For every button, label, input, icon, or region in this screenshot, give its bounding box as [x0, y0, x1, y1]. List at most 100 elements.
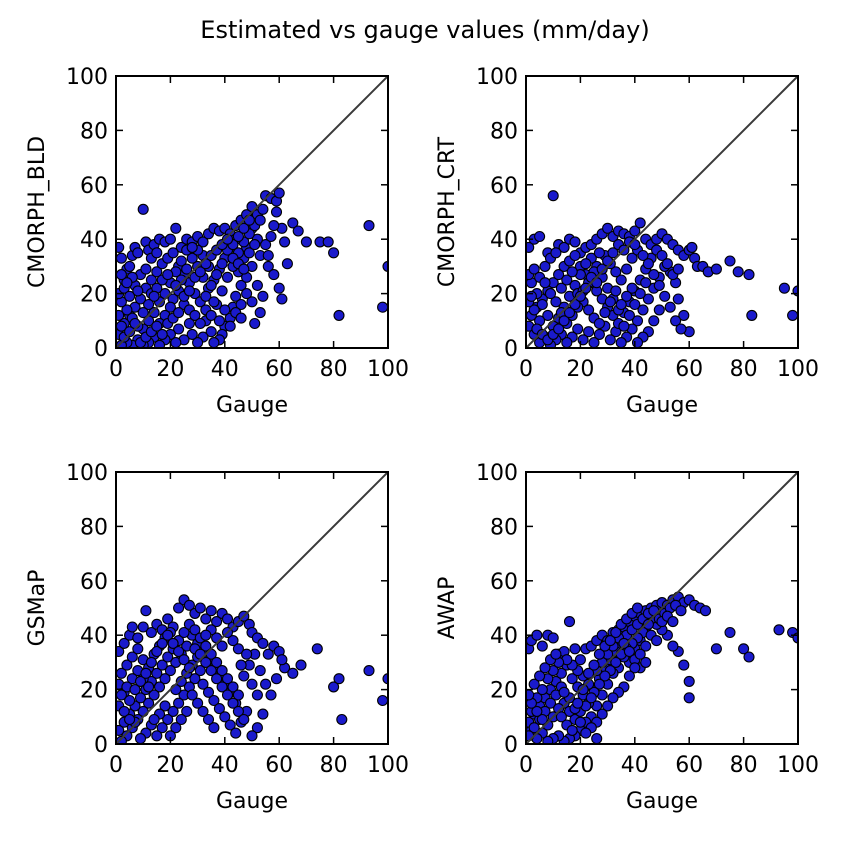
data-point — [686, 241, 698, 253]
data-point — [173, 323, 185, 335]
data-point — [328, 247, 340, 259]
data-point — [336, 713, 348, 726]
data-point — [257, 290, 269, 302]
data-point — [580, 727, 592, 739]
data-point — [132, 247, 144, 259]
y-tick-label: 0 — [94, 733, 108, 758]
data-point — [159, 700, 171, 712]
data-point — [670, 315, 682, 327]
data-point — [145, 626, 157, 639]
data-point — [230, 727, 242, 739]
data-point — [659, 290, 671, 302]
data-point — [648, 315, 660, 327]
data-point — [276, 293, 288, 305]
data-point — [249, 317, 261, 330]
data-point — [672, 293, 684, 305]
y-tick-label: 40 — [490, 624, 518, 649]
y-tick-label: 60 — [490, 570, 518, 595]
data-point — [544, 288, 557, 300]
data-point — [194, 602, 206, 614]
data-point — [629, 239, 641, 251]
data-point — [602, 222, 614, 234]
data-point — [124, 290, 136, 302]
data-point — [183, 317, 195, 330]
data-point — [124, 326, 136, 338]
data-point — [534, 670, 546, 682]
data-point — [246, 730, 258, 742]
data-point — [178, 654, 190, 666]
y-tick-label: 20 — [80, 283, 108, 308]
data-point — [610, 266, 622, 278]
data-point — [148, 290, 160, 302]
data-point — [377, 694, 388, 707]
data-point — [588, 659, 600, 671]
data-point — [528, 678, 540, 690]
data-point — [221, 689, 234, 701]
data-point — [235, 279, 247, 291]
data-point — [566, 266, 578, 278]
figure-title: Estimated vs gauge values (mm/day) — [200, 16, 649, 44]
data-point — [205, 665, 217, 677]
x-tick-label: 80 — [320, 753, 348, 778]
y-tick-label: 40 — [80, 228, 108, 253]
data-point — [159, 673, 171, 685]
data-point — [227, 681, 239, 693]
data-point — [555, 711, 567, 723]
x-tick-label: 40 — [211, 357, 239, 382]
x-tick-label: 40 — [621, 357, 649, 382]
data-point — [116, 309, 125, 321]
data-point — [634, 217, 646, 229]
data-point — [602, 700, 614, 712]
data-point — [257, 203, 269, 215]
data-point — [181, 263, 193, 275]
data-point — [232, 643, 244, 655]
data-point — [254, 665, 266, 677]
data-point — [238, 713, 250, 726]
data-point — [583, 326, 595, 338]
data-point — [170, 722, 182, 734]
data-point — [746, 309, 758, 321]
data-point — [156, 659, 168, 671]
data-point — [265, 230, 277, 243]
data-point — [241, 648, 253, 660]
data-point — [558, 241, 570, 253]
data-point — [153, 681, 166, 693]
data-point — [116, 252, 127, 264]
data-point — [544, 697, 557, 709]
y-tick-label: 0 — [94, 337, 108, 362]
reference-line-1to1 — [525, 75, 799, 349]
data-point — [175, 255, 187, 267]
data-point — [148, 307, 160, 319]
data-point — [132, 285, 144, 297]
data-point — [137, 203, 149, 215]
x-axis-label: Gauge — [216, 393, 288, 418]
data-point — [637, 249, 649, 262]
data-point — [640, 277, 652, 289]
data-point — [629, 298, 641, 311]
data-point — [213, 315, 225, 327]
data-point — [116, 724, 125, 736]
y-tick-label: 60 — [490, 174, 518, 199]
data-point — [202, 713, 215, 726]
data-point — [143, 298, 155, 311]
data-point — [140, 605, 152, 617]
x-tick-label: 0 — [109, 357, 123, 382]
data-point — [216, 681, 228, 693]
data-point — [675, 605, 687, 617]
data-point — [637, 304, 649, 316]
data-point — [281, 258, 293, 270]
data-point — [550, 247, 562, 259]
data-point — [162, 629, 174, 641]
data-point — [170, 279, 182, 291]
y-axis-label: CMORPH_BLD — [25, 136, 50, 288]
data-point — [178, 626, 190, 639]
data-point — [778, 282, 790, 294]
data-point — [183, 599, 195, 611]
y-axis-label: AWAP — [435, 577, 460, 640]
data-point — [615, 274, 627, 286]
data-point — [164, 233, 176, 245]
data-point — [626, 252, 638, 264]
reference-line-1to1 — [525, 471, 799, 745]
data-point — [211, 269, 223, 281]
data-point — [661, 258, 673, 270]
